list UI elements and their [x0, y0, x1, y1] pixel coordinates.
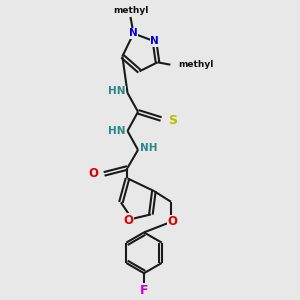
Text: N: N: [150, 36, 159, 46]
Text: HN: HN: [108, 86, 125, 96]
Text: NH: NH: [140, 143, 158, 153]
Text: F: F: [140, 284, 148, 297]
Text: methyl: methyl: [113, 7, 148, 16]
Text: methyl: methyl: [178, 60, 213, 69]
Text: HN: HN: [108, 126, 125, 136]
Text: O: O: [123, 214, 134, 227]
Text: O: O: [89, 167, 99, 180]
Text: O: O: [167, 215, 178, 228]
Text: N: N: [129, 28, 138, 38]
Text: S: S: [168, 114, 177, 127]
